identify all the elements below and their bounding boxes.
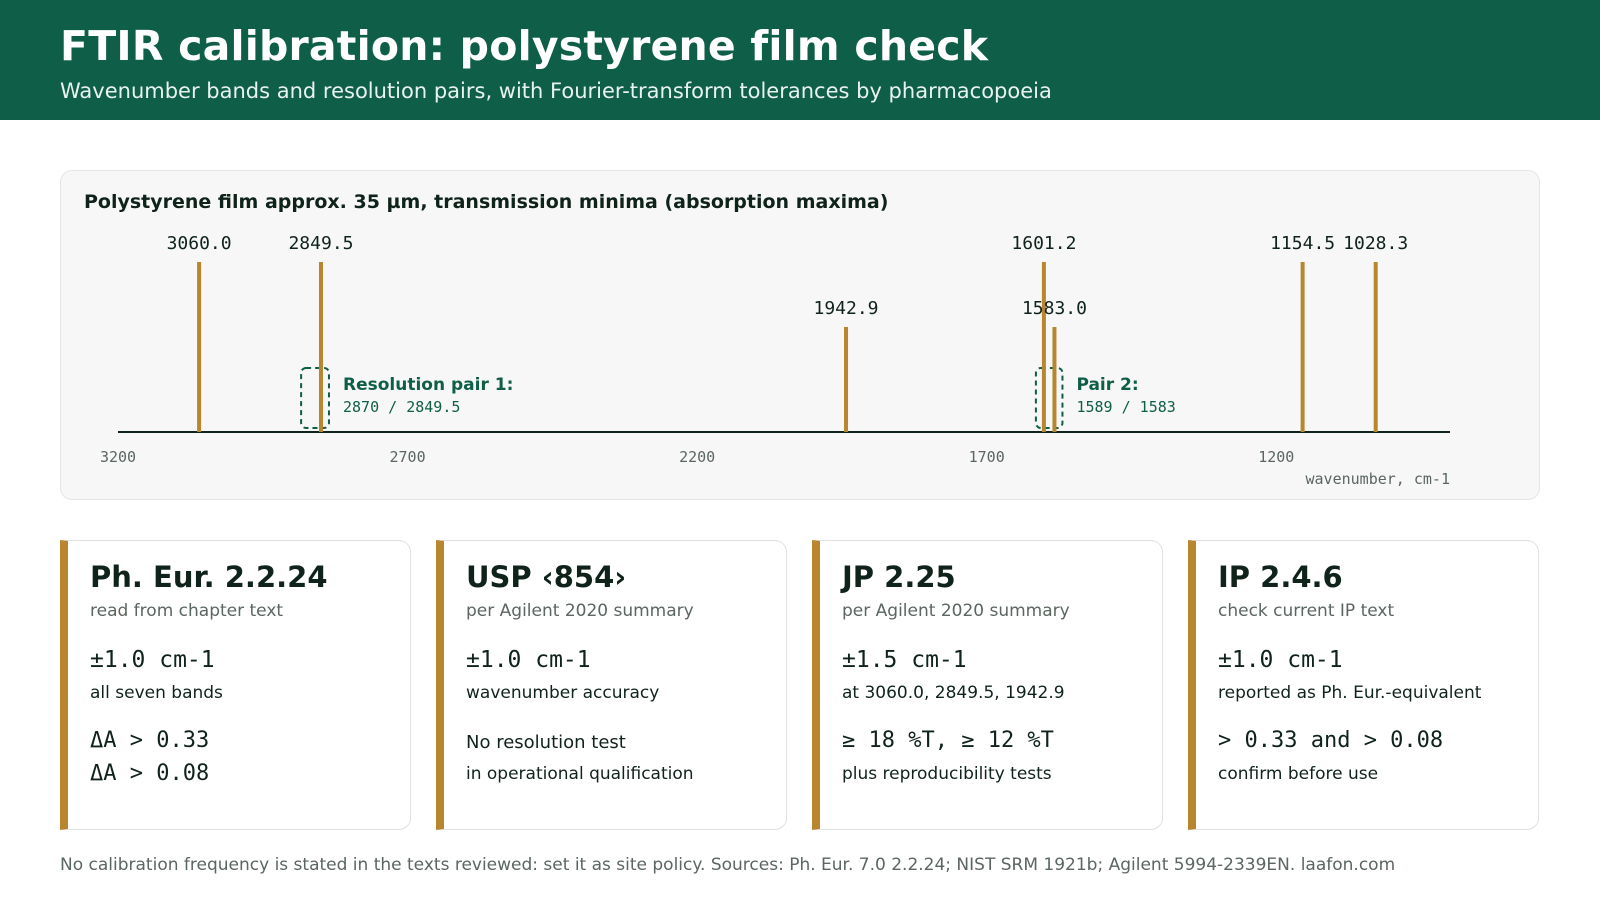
x-tick-label: 2700 [390, 448, 426, 466]
card-title: JP 2.25 [842, 560, 956, 594]
resolution-pair-box [300, 367, 330, 429]
card-resolution: > 0.33 and > 0.08 [1218, 728, 1444, 753]
x-tick-label: 2200 [679, 448, 715, 466]
card-ip: IP 2.4.6 check current IP text ±1.0 cm-1… [1188, 540, 1539, 830]
card-source: read from chapter text [90, 601, 284, 621]
page-title: FTIR calibration: polystyrene film check [60, 22, 989, 70]
card-ph-eur: Ph. Eur. 2.2.24 read from chapter text ±… [60, 540, 411, 830]
resolution-pair-box [1034, 367, 1064, 429]
card-resolution-note: in operational qualification [466, 764, 694, 784]
spectrum-title: Polystyrene film approx. 35 µm, transmis… [84, 191, 889, 213]
card-jp: JP 2.25 per Agilent 2020 summary ±1.5 cm… [812, 540, 1163, 830]
card-source: check current IP text [1218, 601, 1395, 621]
x-axis-label: wavenumber, cm-1 [1306, 470, 1451, 488]
card-tolerance-note: reported as Ph. Eur.-equivalent [1218, 683, 1482, 703]
resolution-pair-values: 1589 / 1583 [1076, 398, 1175, 416]
card-tolerance: ±1.0 cm-1 [90, 647, 215, 673]
band-label: 3060.0 [167, 233, 232, 254]
card-tolerance: ±1.0 cm-1 [466, 647, 591, 673]
band-label: 1942.9 [814, 298, 879, 319]
page-subtitle: Wavenumber bands and resolution pairs, w… [60, 79, 1052, 103]
band-label: 1583.0 [1022, 298, 1087, 319]
card-resolution: ΔA > 0.33 [90, 728, 210, 753]
card-source: per Agilent 2020 summary [466, 601, 694, 621]
card-title: USP ‹854› [466, 560, 627, 594]
x-tick-label: 3200 [100, 448, 136, 466]
card-resolution-note: confirm before use [1218, 764, 1379, 784]
band-label: 1154.5 [1270, 233, 1335, 254]
sources-footnote: No calibration frequency is stated in th… [60, 855, 1396, 875]
resolution-pair-values: 2870 / 2849.5 [343, 398, 460, 416]
page-header: FTIR calibration: polystyrene film check… [0, 0, 1600, 120]
card-resolution: ≥ 18 %T, ≥ 12 %T [842, 728, 1054, 753]
resolution-pair-title: Resolution pair 1: [343, 375, 513, 395]
card-resolution-note: plus reproducibility tests [842, 764, 1052, 784]
card-tolerance-note: at 3060.0, 2849.5, 1942.9 [842, 683, 1065, 703]
card-tolerance-note: wavenumber accuracy [466, 683, 660, 703]
card-source: per Agilent 2020 summary [842, 601, 1070, 621]
band-spectrum-chart: 3200 2700 2200 1700 1200 wavenumber, cm-1 Reso… [100, 233, 1451, 488]
card-usp: USP ‹854› per Agilent 2020 summary ±1.0 … [436, 540, 787, 830]
card-title: Ph. Eur. 2.2.24 [90, 560, 328, 594]
card-resolution-note: ΔA > 0.08 [90, 761, 210, 786]
resolution-pair-title: Pair 2: [1076, 375, 1138, 395]
card-tolerance-note: all seven bands [90, 683, 223, 703]
x-tick-label: 1700 [969, 448, 1005, 466]
band-label: 1601.2 [1011, 233, 1076, 254]
card-tolerance: ±1.0 cm-1 [1218, 647, 1343, 673]
card-title: IP 2.4.6 [1218, 560, 1343, 594]
card-tolerance: ±1.5 cm-1 [842, 647, 967, 673]
band-label: 2849.5 [288, 233, 353, 254]
card-resolution: No resolution test [466, 732, 626, 753]
band-label: 1028.3 [1343, 233, 1408, 254]
spectrum-panel [60, 170, 1540, 500]
x-tick-label: 1200 [1258, 448, 1294, 466]
